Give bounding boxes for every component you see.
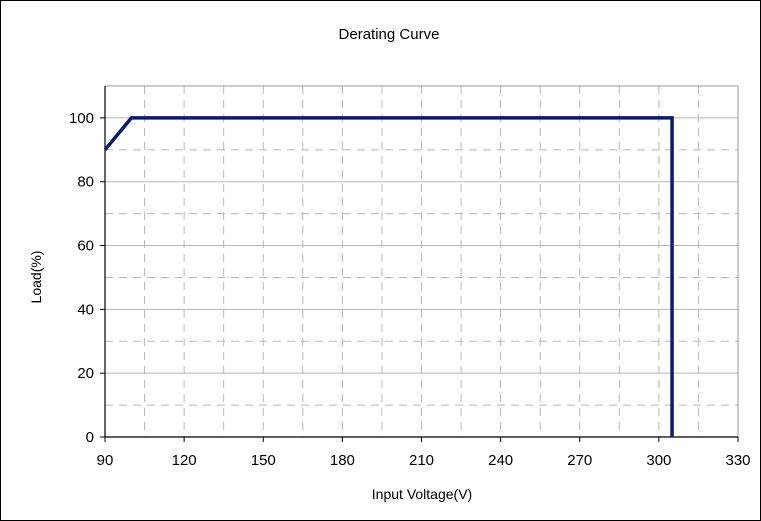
y-tick-label: 80: [77, 174, 94, 191]
derating-curve-line-0: [103, 116, 674, 437]
y-axis-title: Load(%): [28, 251, 44, 304]
x-tick-label: 120: [172, 452, 197, 469]
x-tick-label: 330: [725, 452, 750, 469]
y-tick-label: 20: [77, 365, 94, 382]
x-tick-label: 300: [646, 452, 671, 469]
x-tick-label: 210: [409, 452, 434, 469]
x-tick-label: 90: [97, 452, 114, 469]
x-tick-label: 150: [251, 452, 276, 469]
x-tick-label: 180: [330, 452, 355, 469]
chart-title: Derating Curve: [339, 26, 440, 43]
x-tick-label: 270: [567, 452, 592, 469]
y-tick-label: 0: [86, 429, 94, 446]
series: [103, 116, 674, 437]
y-tick-label: 60: [77, 238, 94, 255]
y-tick-labels: 0 20 40 60 80 100: [69, 110, 105, 446]
y-tick-label: 100: [69, 110, 94, 127]
x-axis-title: Input Voltage(V): [372, 486, 472, 502]
y-tick-label: 40: [77, 301, 94, 318]
grid: [105, 85, 738, 437]
x-tick-label: 240: [488, 452, 513, 469]
x-tick-labels: 90 120 150 180 210 240 270 300 330: [97, 437, 751, 469]
